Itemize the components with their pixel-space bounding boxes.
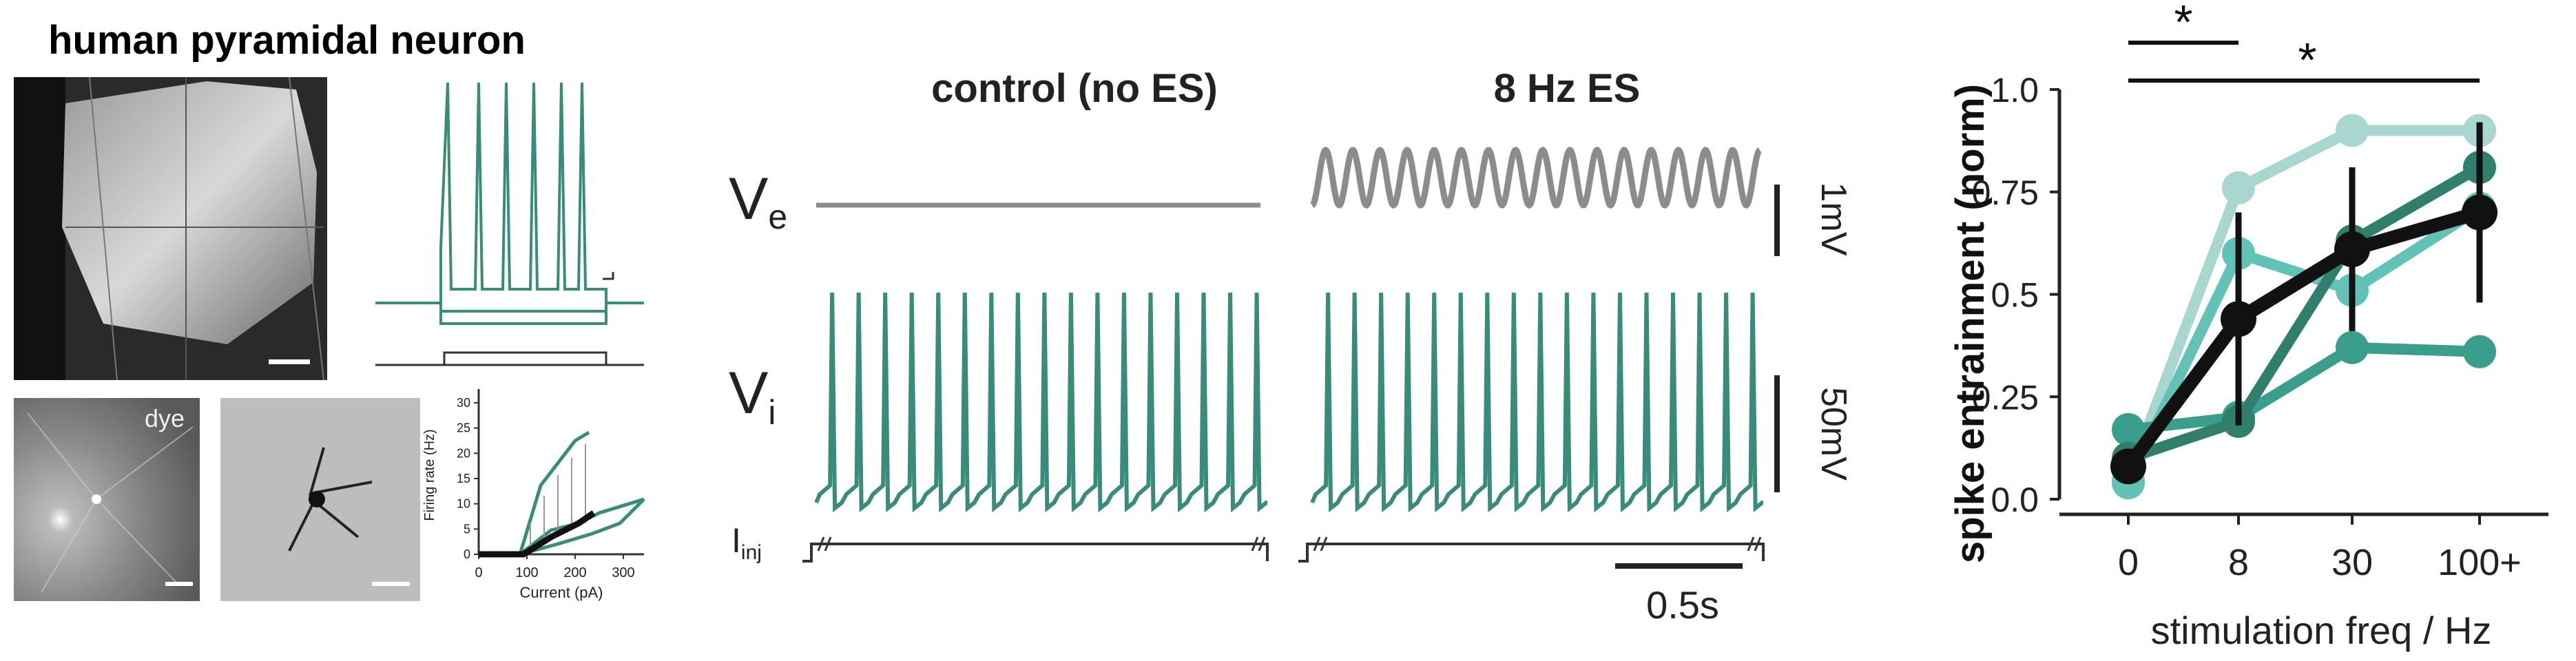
fi-ylabel: Firing rate (Hz): [422, 429, 437, 521]
y-tick-label: 0.25: [1972, 378, 2039, 417]
fi-xtick-label: 300: [612, 565, 634, 580]
fi-ytick-label: 10: [457, 497, 470, 511]
panel-a-title: human pyramidal neuron: [48, 18, 526, 63]
fi-xtick-label: 0: [475, 565, 482, 580]
scale-bar: [372, 582, 410, 586]
series-line: [2126, 162, 2483, 464]
fi-ytick-label: 0: [464, 547, 470, 561]
significance-star: *: [2174, 0, 2192, 49]
fi-ytick-label: 15: [457, 472, 470, 485]
x-tick-label: 8: [2228, 542, 2249, 583]
data-point: [2221, 301, 2256, 337]
scale-bar: [269, 359, 310, 364]
scale-label-time: 0.5s: [1646, 583, 1719, 627]
data-point: [2336, 330, 2369, 364]
dye-image: dye: [14, 398, 200, 601]
x-tick-label: 0: [2118, 542, 2139, 583]
data-point: [2222, 171, 2255, 204]
scale-label-vi: 50mV: [1814, 387, 1853, 481]
series-line: [2128, 342, 2480, 435]
fi-xtick-label: 200: [563, 565, 586, 580]
y-tick-label: 0.0: [1991, 481, 2039, 519]
panel-b: control (no ES) 8 Hz ES Ve Vi Iinj 1mV: [729, 66, 1853, 627]
slice-image: [14, 76, 327, 381]
y-tick-label: 0.75: [1972, 174, 2039, 212]
x-tick-label: 30: [2331, 542, 2373, 583]
iinj-trace-control: [802, 536, 1269, 563]
y-tick-label: 1.0: [1991, 71, 2039, 109]
condition-label-control: control (no ES): [931, 66, 1218, 111]
step-protocol: [375, 351, 644, 366]
data-point: [2462, 194, 2497, 231]
fi-ytick-label: 30: [457, 396, 470, 410]
stained-neuron-image: [220, 398, 420, 601]
data-point: [2334, 231, 2370, 268]
y-tick-label: 0.5: [1991, 276, 2039, 315]
ve-label: Ve: [729, 166, 787, 236]
scale-bar: [165, 582, 193, 586]
fi-xlabel: Current (pA): [519, 584, 603, 601]
data-point: [2112, 412, 2145, 446]
iinj-label: Iinj: [731, 521, 762, 564]
y-axis-label: spike entrainment (norm): [1948, 84, 1993, 563]
fi-xtick-label: 100: [515, 565, 538, 580]
condition-label-es: 8 Hz ES: [1494, 66, 1641, 111]
fi-ytick-label: 25: [457, 421, 470, 435]
data-point: [2336, 114, 2369, 147]
data-point: [2110, 448, 2146, 485]
iinj-trace-es: [1298, 536, 1765, 563]
x-axis-label: stimulation freq / Hz: [2151, 609, 2492, 652]
x-tick-label: 100+: [2438, 542, 2522, 583]
vi-trace-control: [814, 292, 1268, 513]
series-line: [2123, 125, 2480, 481]
data-point: [2463, 335, 2496, 368]
scale-label-ve: 1mV: [1814, 182, 1853, 256]
ve-trace-es: [1310, 146, 1762, 209]
series-line: [2123, 203, 2483, 485]
fi-ytick-label: 5: [464, 522, 470, 536]
step-traces: [375, 82, 644, 325]
fi-ytick-label: 20: [457, 446, 470, 460]
series-line: [2122, 205, 2482, 471]
panel-a: human pyramidal neuron dye: [14, 18, 645, 601]
fi-plot: 0 5 10 15 20 25 30 0 100 200 300 Firing rate (Hz)…: [422, 389, 645, 601]
vi-trace-es: [1310, 292, 1764, 513]
vi-label: Vi: [729, 360, 776, 432]
dye-label: dye: [145, 404, 185, 432]
entrainment-chart: 0.0 0.25 0.5 0.75 1.0 0 8 30 100+ * * spike entr…: [1948, 0, 2548, 652]
significance-star: *: [2298, 33, 2316, 87]
